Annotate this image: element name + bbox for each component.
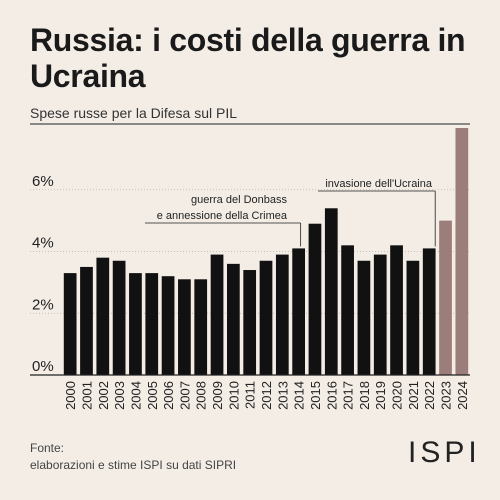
source-label: Fonte: xyxy=(30,441,65,455)
y-tick-label: 0% xyxy=(32,358,54,375)
x-tick-label: 2017 xyxy=(341,381,356,410)
chart-title: Russia: i costi della guerra in Ucraina xyxy=(30,22,466,94)
x-tick-label: 2011 xyxy=(243,381,258,409)
bar-2005 xyxy=(145,273,159,375)
bar-2002 xyxy=(96,257,110,375)
bar-2015 xyxy=(308,223,322,375)
bar-2017 xyxy=(341,245,354,375)
y-tick-label: 4% xyxy=(32,235,54,252)
x-tick-label: 2023 xyxy=(439,381,454,410)
source-note: Fonte: elaborazioni e stime ISPI su dati… xyxy=(30,440,236,474)
bar-2013 xyxy=(275,254,289,375)
bar-2010 xyxy=(226,263,240,375)
bar-2018 xyxy=(357,260,371,375)
x-tick-label: 2016 xyxy=(324,381,339,410)
x-tick-label: 2009 xyxy=(210,381,225,410)
bar-2022 xyxy=(422,248,436,375)
x-tick-label: 2020 xyxy=(390,381,405,410)
bar-2020 xyxy=(390,245,403,375)
x-tick-label: 2019 xyxy=(373,381,388,410)
bar-2011 xyxy=(243,270,257,375)
bar-2000 xyxy=(63,273,77,375)
bar-2016 xyxy=(324,208,338,375)
x-tick-label: 2002 xyxy=(96,381,111,410)
annotation-invasion-text: invasione dell'Ucraina xyxy=(325,178,433,190)
x-tick-label: 2014 xyxy=(292,381,307,410)
x-tick-label: 2000 xyxy=(63,381,78,410)
x-tick-label: 2010 xyxy=(226,381,241,410)
bar-2006 xyxy=(161,276,175,375)
x-tick-label: 2018 xyxy=(357,381,372,410)
annotation-donbass-line2: e annessione della Crimea xyxy=(157,210,288,222)
source-text: elaborazioni e stime ISPI su dati SIPRI xyxy=(30,458,237,472)
bar-2008 xyxy=(194,279,208,375)
bar-2004 xyxy=(129,273,142,375)
x-tick-label: 2015 xyxy=(308,381,323,410)
x-tick-label: 2022 xyxy=(422,381,437,410)
bar-2003 xyxy=(112,260,126,375)
bar-2021 xyxy=(406,260,420,375)
x-tick-label: 2012 xyxy=(259,381,274,410)
x-tick-label: 2001 xyxy=(79,381,94,410)
bar-2009 xyxy=(210,254,224,375)
ispi-logo: ISPI xyxy=(408,436,481,469)
y-tick-label: 2% xyxy=(32,296,54,313)
y-tick-label: 6% xyxy=(32,173,54,190)
x-tick-label: 2005 xyxy=(145,381,160,410)
bar-2014 xyxy=(292,248,306,375)
x-tick-label: 2021 xyxy=(406,381,421,410)
bar-2024 xyxy=(455,128,469,375)
annotation-donbass-line1: guerra del Donbass xyxy=(191,194,288,206)
chart-subtitle: Spese russe per la Difesa sul PIL xyxy=(30,105,237,121)
x-tick-label: 2007 xyxy=(177,381,192,410)
x-tick-label: 2004 xyxy=(128,381,143,410)
x-tick-label: 2006 xyxy=(161,381,176,410)
x-tick-label: 2008 xyxy=(194,381,209,410)
x-tick-label: 2024 xyxy=(455,381,470,410)
bar-2023 xyxy=(439,220,452,375)
x-tick-label: 2003 xyxy=(112,381,127,410)
x-tick-label: 2013 xyxy=(275,381,290,410)
bar-2012 xyxy=(259,260,273,375)
bar-2019 xyxy=(373,254,387,375)
bar-2001 xyxy=(80,266,93,375)
bar-2007 xyxy=(178,279,191,375)
